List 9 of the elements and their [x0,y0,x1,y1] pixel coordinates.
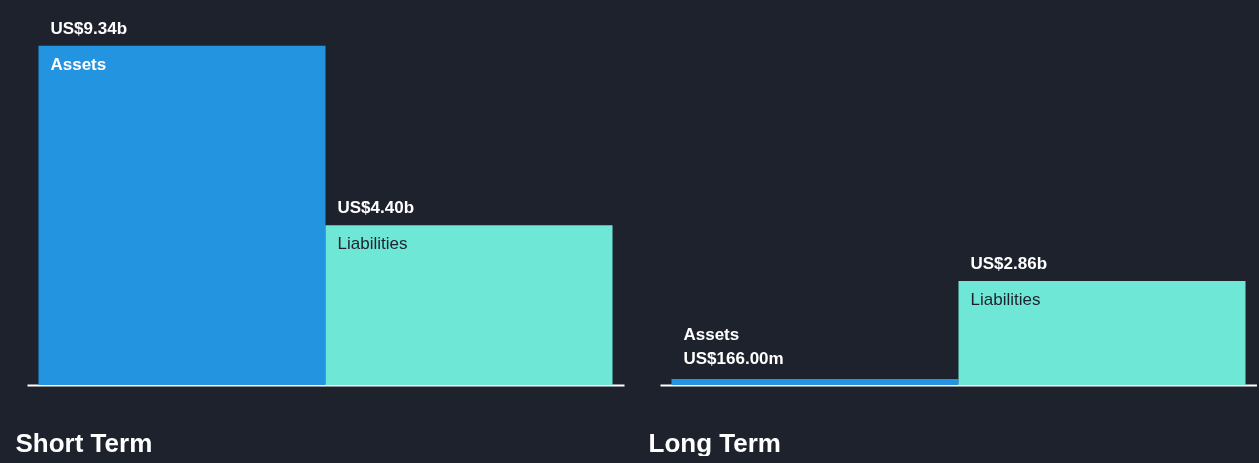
data-label: US$2.86b [970,254,1048,274]
text: Assets [683,324,740,344]
series-label: Liabilities [337,234,408,254]
data-label: US$4.40b [337,198,415,218]
x-axis-title: Short Term [15,427,153,458]
data-label: US$9.34b [50,18,128,38]
series-label: Assets [50,54,107,74]
data-label: US$166.00m [683,348,784,368]
series-label: Liabilities [970,290,1041,310]
